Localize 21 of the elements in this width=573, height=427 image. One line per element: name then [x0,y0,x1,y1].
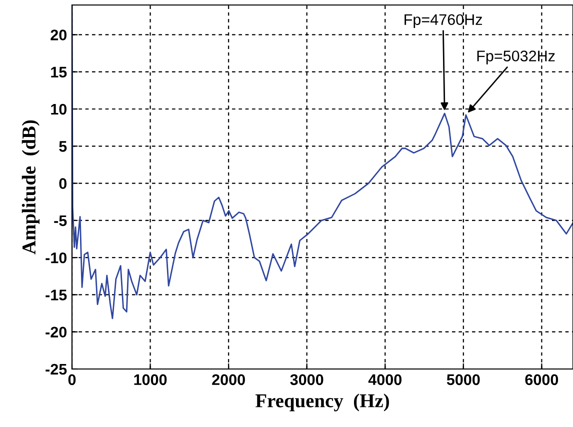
y-tick-label: -10 [46,252,67,264]
x-tick-label: 1000 [134,374,167,386]
y-tick-label: -25 [46,364,67,375]
y-tick-label: 15 [51,66,67,78]
x-tick-label: 0 [68,374,76,386]
x-tick-label: 6000 [525,374,558,386]
x-axis-title: Frequency (Hz) [256,394,389,412]
y-tick-label: 10 [51,104,67,115]
y-axis-title: Amplitude (dB) [22,120,40,254]
y-tick-label: 5 [59,141,67,152]
y-tick-label: 0 [59,178,67,189]
y-tick-label: 20 [50,30,67,40]
y-tick-label: -20 [46,326,67,338]
y-tick-label: -5 [54,215,67,226]
annotation: Fp=5032Hz [477,50,555,64]
x-tick-label: 2000 [212,374,245,386]
annotation: Fp=4760Hz [404,14,482,28]
x-tick-label: 4000 [368,374,402,386]
x-tick-label: 3000 [290,374,324,386]
x-tick-label: 5000 [446,374,480,386]
y-tick-label: -15 [46,290,67,300]
